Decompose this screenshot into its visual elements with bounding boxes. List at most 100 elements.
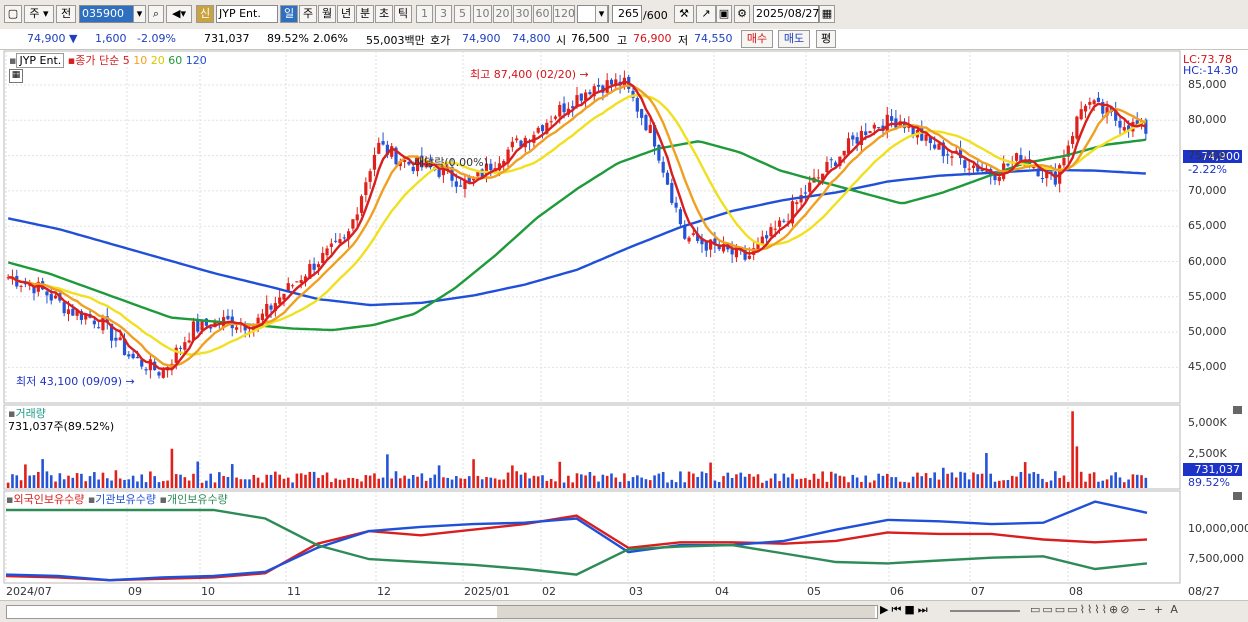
stock-code-input[interactable]: 035900 <box>79 5 145 23</box>
tab-period-tick[interactable]: 틱 <box>394 5 412 23</box>
scroll-thumb[interactable] <box>497 606 875 618</box>
volume-bar <box>41 459 44 488</box>
candle-body <box>579 93 583 101</box>
ma-20: 20 <box>150 54 165 67</box>
candle-body <box>75 310 79 316</box>
window-icon[interactable]: ▢ <box>4 5 22 23</box>
save-icon[interactable]: ▣ <box>716 5 732 23</box>
volume-bar <box>1135 474 1139 488</box>
candle-body <box>286 283 290 292</box>
candle-body <box>868 131 872 134</box>
volume-bar <box>274 471 277 488</box>
sell-button[interactable]: 매도 <box>778 30 810 48</box>
candle-body <box>769 227 773 237</box>
candle-body <box>571 106 575 109</box>
interval-3[interactable]: 3 <box>435 5 452 23</box>
period-main-select[interactable]: 주 ▾ <box>24 5 54 23</box>
volume-bar <box>493 478 497 488</box>
volume-bar <box>282 478 286 488</box>
stock-tag[interactable]: JYP Ent. <box>16 53 65 68</box>
candle-body <box>963 160 967 168</box>
volume-bar <box>692 473 695 488</box>
even-button[interactable]: 평 <box>816 30 836 48</box>
candle-body <box>721 244 726 252</box>
calendar-icon[interactable]: ▦ <box>819 5 835 23</box>
candle-body <box>273 303 277 312</box>
volume-bar <box>54 481 57 488</box>
volume-bar <box>114 470 118 488</box>
interval-1[interactable]: 1 <box>416 5 433 23</box>
tab-period-month[interactable]: 월 <box>318 5 336 23</box>
volume-bar <box>1015 476 1018 488</box>
candle-body <box>420 155 424 168</box>
quote-bar: 74,900 ▼ 1,600 -2.09% 731,037 89.52% 2.0… <box>0 29 1248 50</box>
volume-bar <box>153 476 156 488</box>
price-tick-label: 45,000 <box>1188 360 1227 374</box>
volume-bar <box>782 473 786 488</box>
volume-bar <box>924 473 928 488</box>
volume-bar <box>511 465 514 488</box>
buy-button[interactable]: 매수 <box>741 30 773 48</box>
speaker-icon[interactable]: ◀▾ <box>166 5 192 23</box>
interval-20[interactable]: 20 <box>493 5 512 23</box>
candle-body <box>545 122 549 134</box>
volume-bar <box>192 473 195 488</box>
candle-body <box>127 354 131 357</box>
interval-5[interactable]: 5 <box>454 5 471 23</box>
candle-body <box>53 295 58 299</box>
volume-bar <box>1101 480 1105 488</box>
volume-bar <box>605 475 609 488</box>
new-badge: 신 <box>196 5 214 23</box>
stock-name-field[interactable]: JYP Ent. <box>216 5 278 23</box>
candle-body <box>747 255 751 259</box>
volume-bar <box>498 479 501 488</box>
volume-bar <box>541 475 544 488</box>
candle-body <box>1014 153 1019 161</box>
search-icon[interactable]: ⌕ <box>148 5 164 23</box>
gear-icon[interactable]: ⚙ <box>734 5 750 23</box>
candle-body <box>1101 102 1105 114</box>
hc-label: HC:-14.30 <box>1183 64 1239 77</box>
quote-high: 76,900 <box>633 32 672 45</box>
draw-tool-icon[interactable]: ↗ <box>696 5 716 23</box>
candle-body <box>118 337 122 341</box>
volume-bar <box>829 471 833 488</box>
grid-toggle-icon[interactable]: ▦ <box>9 69 23 83</box>
interval-60[interactable]: 60 <box>533 5 552 23</box>
volume-bar <box>459 478 462 488</box>
tab-period-second[interactable]: 초 <box>375 5 393 23</box>
candle-body <box>1092 100 1096 105</box>
candle-body <box>502 161 506 167</box>
candle-body <box>640 109 644 118</box>
volume-bar <box>1092 472 1096 488</box>
code-dropdown-icon[interactable]: ▾ <box>133 5 146 23</box>
volume-bar <box>377 478 381 488</box>
playback-controls[interactable]: ▶⏮■⏭ <box>880 603 931 616</box>
count-input[interactable]: 265 <box>612 5 642 23</box>
tab-period-year[interactable]: 년 <box>337 5 355 23</box>
tab-period-minute[interactable]: 분 <box>356 5 374 23</box>
interval-dropdown-icon[interactable]: ▾ <box>595 5 608 23</box>
interval-10[interactable]: 10 <box>473 5 492 23</box>
interval-30[interactable]: 30 <box>513 5 532 23</box>
interval-120[interactable]: 120 <box>553 5 575 23</box>
legend-institution: 기관보유수량 <box>95 493 157 506</box>
zoom-slider[interactable] <box>950 610 1020 612</box>
volume-bar <box>717 481 721 488</box>
volume-bar <box>989 473 993 488</box>
mode-button[interactable]: 전 <box>56 5 76 23</box>
view-tool-icons[interactable]: ▭▭▭▭⌇⌇⌇⌇⊕⊘ − + A <box>1030 603 1180 616</box>
volume-bar <box>49 475 53 488</box>
ma-120: 120 <box>185 54 207 67</box>
tab-period-week[interactable]: 주 <box>299 5 317 23</box>
chart-tools-icon[interactable]: ⚒ <box>674 5 694 23</box>
holding-panel-close-icon[interactable] <box>1233 492 1242 500</box>
volume-bar <box>6 482 10 488</box>
volume-bar <box>640 477 643 488</box>
tab-period-day[interactable]: 일 <box>280 5 298 23</box>
volume-panel-close-icon[interactable] <box>1233 406 1242 414</box>
volume-bar <box>907 482 911 488</box>
chart-area[interactable] <box>0 50 1248 600</box>
date-input[interactable]: 2025/08/27 <box>753 5 819 23</box>
horizontal-scrollbar[interactable] <box>6 605 878 619</box>
